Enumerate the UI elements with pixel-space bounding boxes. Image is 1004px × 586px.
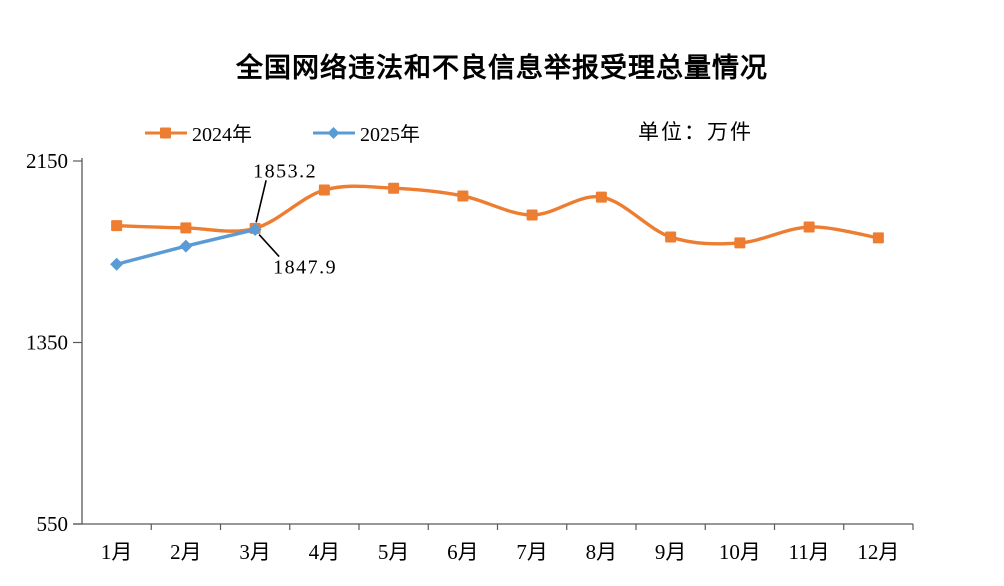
data-point-2024年-10月 bbox=[734, 237, 746, 249]
x-tick-label: 3月 bbox=[239, 540, 271, 564]
legend: 2024年 2025年 bbox=[144, 118, 480, 147]
chart-title: 全国网络违法和不良信息举报受理总量情况 bbox=[236, 53, 768, 83]
data-point-2024年-11月 bbox=[803, 221, 815, 233]
x-tick-label: 10月 bbox=[719, 540, 761, 564]
y-tick-label: 550 bbox=[37, 512, 69, 536]
annotation-label: 1847.9 bbox=[273, 257, 337, 279]
x-tick-label: 2月 bbox=[170, 540, 202, 564]
data-point-2025年-2月 bbox=[179, 239, 193, 253]
x-tick-label: 9月 bbox=[655, 540, 687, 564]
x-tick-label: 12月 bbox=[857, 540, 899, 564]
x-tick-label: 5月 bbox=[378, 540, 410, 564]
data-point-2024年-7月 bbox=[526, 209, 538, 221]
legend-marker-2024-square-icon bbox=[145, 127, 187, 138]
x-tick-label: 7月 bbox=[516, 540, 548, 564]
annotation-leader-line bbox=[255, 180, 267, 223]
data-point-2024年-1月 bbox=[111, 220, 123, 232]
y-tick-label: 2150 bbox=[26, 149, 68, 173]
x-tick-label: 8月 bbox=[586, 540, 618, 564]
legend-item-2025: 2025年 bbox=[312, 118, 420, 147]
legend-marker-2025-diamond-icon bbox=[313, 126, 355, 139]
data-point-2024年-4月 bbox=[318, 184, 330, 196]
data-point-2025年-3月 bbox=[248, 223, 262, 237]
data-point-2025年-1月 bbox=[110, 257, 124, 271]
data-point-2024年-8月 bbox=[595, 191, 607, 203]
x-tick-label: 4月 bbox=[309, 540, 341, 564]
annotation-label: 1853.2 bbox=[253, 160, 317, 182]
data-point-2024年-6月 bbox=[457, 190, 469, 202]
unit-label: 单位：万件 bbox=[638, 120, 753, 144]
data-point-2024年-2月 bbox=[180, 222, 192, 234]
legend-item-2024: 2024年 bbox=[144, 118, 252, 147]
x-tick-label: 6月 bbox=[447, 540, 479, 564]
annotation-leader-line bbox=[258, 234, 280, 258]
x-tick-label: 1月 bbox=[101, 540, 133, 564]
data-point-2024年-9月 bbox=[665, 231, 677, 243]
data-point-2024年-12月 bbox=[872, 232, 884, 244]
x-tick-label: 11月 bbox=[789, 540, 830, 564]
y-tick-label: 1350 bbox=[26, 331, 68, 355]
data-point-2024年-5月 bbox=[388, 182, 400, 194]
legend-label-2025: 2025年 bbox=[360, 124, 420, 146]
legend-label-2024: 2024年 bbox=[192, 124, 252, 146]
